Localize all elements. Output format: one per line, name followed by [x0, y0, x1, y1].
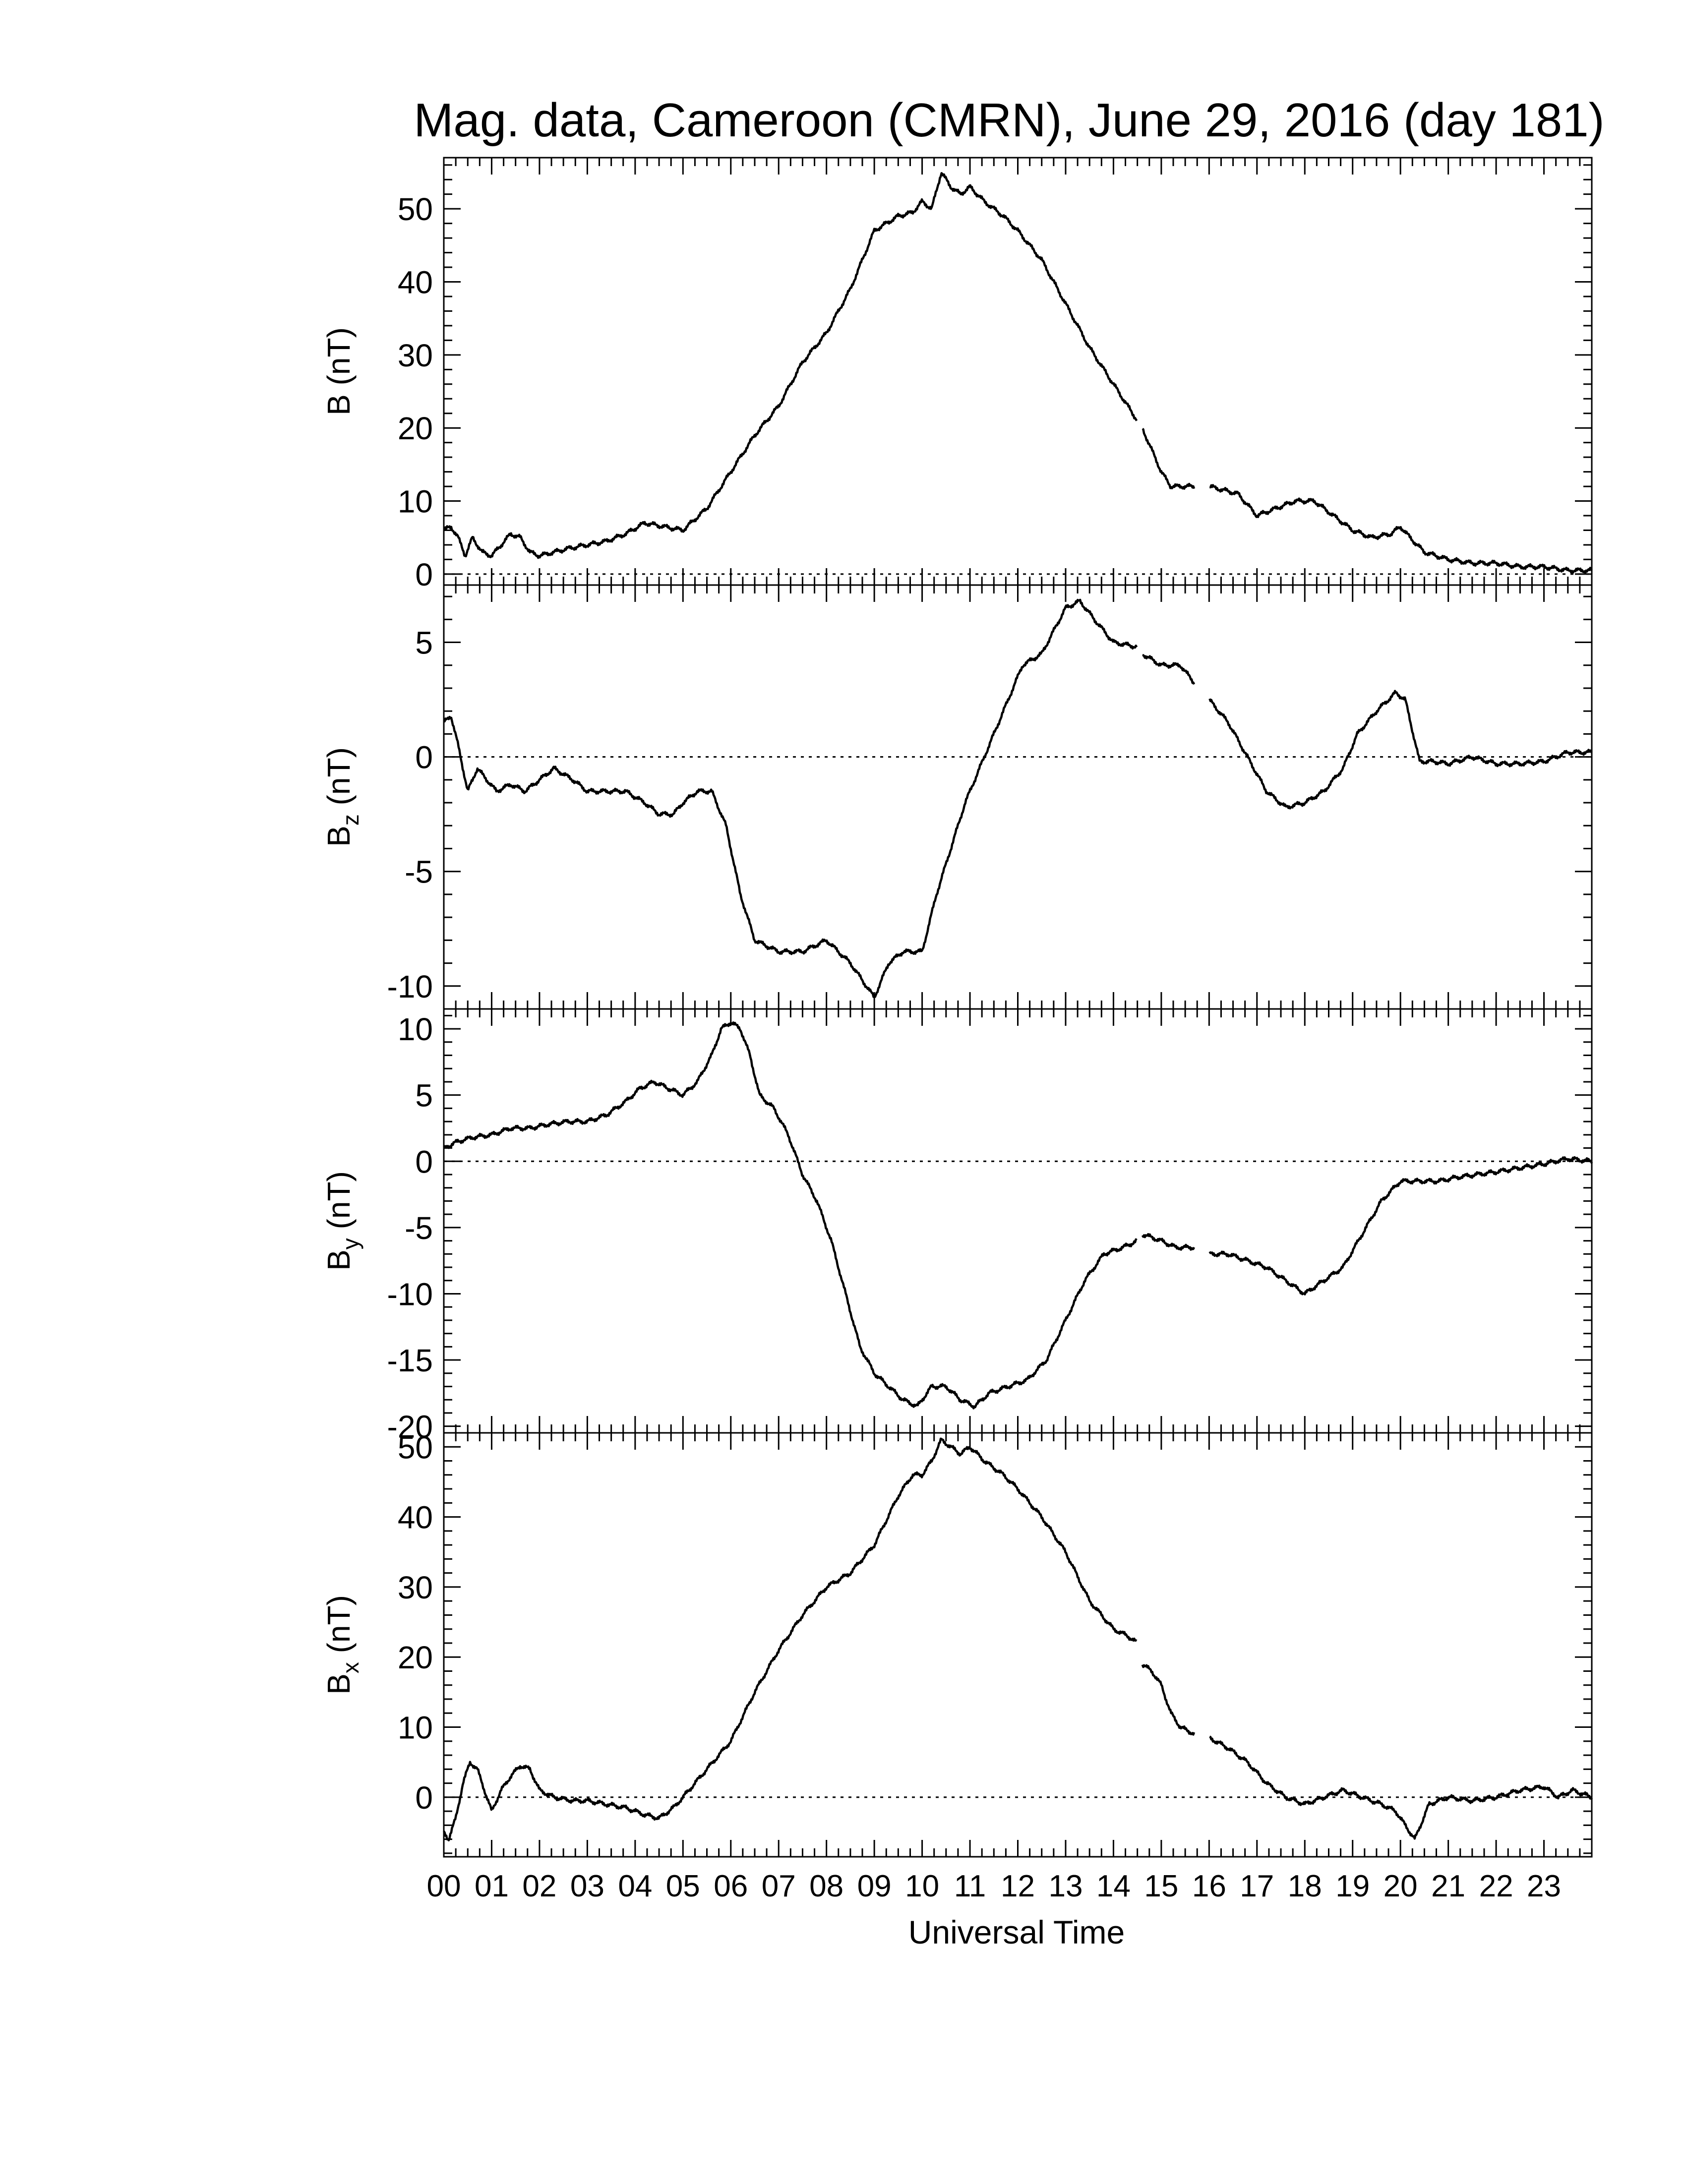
y-label-unit: (nT)	[321, 1595, 357, 1662]
panel-By: -20 -15 -10 -5 0 5 10 By (nT)	[321, 1008, 1593, 1445]
y-axis-label: By (nT)	[321, 1171, 363, 1271]
x-tick-label: 01	[475, 1869, 509, 1903]
x-tick-label: 06	[714, 1869, 748, 1903]
series-line-Bx	[443, 1437, 1593, 1841]
x-axis-label: Universal Time	[908, 1914, 1125, 1950]
x-tick-label: 15	[1144, 1869, 1178, 1903]
y-axis-label: Bz (nT)	[321, 747, 363, 847]
series-line-Bz	[443, 598, 1593, 998]
x-tick-label: 09	[857, 1869, 892, 1903]
y-tick-label: -5	[405, 1210, 433, 1246]
y-tick-label: 40	[398, 264, 433, 300]
x-tick-label: 19	[1335, 1869, 1370, 1903]
y-label-symbol: B	[321, 826, 357, 847]
x-tick-label: 20	[1384, 1869, 1418, 1903]
panel-B: 0 10 20 30 40 50 B (nT)	[321, 157, 1593, 592]
x-tick-label: 11	[954, 1869, 986, 1903]
y-tick-label: 20	[398, 1640, 433, 1675]
y-label-symbol: B	[321, 1673, 357, 1695]
panel-Bz: -10 -5 0 5 Bz (nT)	[321, 584, 1593, 1010]
y-tick-label: -20	[387, 1409, 433, 1445]
y-label-symbol: B	[321, 1249, 357, 1271]
y-label-subscript: z	[338, 814, 363, 826]
y-label-subscript: y	[338, 1238, 363, 1249]
y-axis-label: Bx (nT)	[321, 1595, 363, 1695]
y-axis-label: B (nT)	[321, 327, 357, 415]
y-tick-label: 30	[398, 338, 433, 373]
series-line-B	[443, 172, 1593, 574]
y-tick-label: 0	[415, 740, 433, 775]
x-tick-label: 12	[1001, 1869, 1035, 1903]
chart-title: Mag. data, Cameroon (CMRN), June 29, 201…	[414, 94, 1604, 147]
x-tick-label: 04	[618, 1869, 652, 1903]
x-tick-label: 23	[1527, 1869, 1561, 1903]
y-tick-label: 30	[398, 1570, 433, 1605]
y-label-unit: (nT)	[321, 747, 357, 814]
x-tick-label: 21	[1431, 1869, 1465, 1903]
y-label-unit: (nT)	[321, 327, 357, 394]
y-tick-label: -10	[387, 1276, 433, 1312]
x-tick-label: 18	[1288, 1869, 1322, 1903]
x-tick-label: 02	[522, 1869, 556, 1903]
y-label-symbol: B	[321, 394, 357, 415]
y-tick-label: 0	[415, 1144, 433, 1180]
x-tick-label: 08	[809, 1869, 843, 1903]
x-tick-label: 22	[1479, 1869, 1513, 1903]
x-tick-label: 03	[570, 1869, 604, 1903]
y-tick-label: -10	[387, 969, 433, 1004]
x-tick-label: 00	[427, 1869, 461, 1903]
x-tick-label: 14	[1096, 1869, 1131, 1903]
y-tick-label: -15	[387, 1343, 433, 1378]
series-line-By	[443, 1021, 1593, 1410]
x-tick-label: 13	[1048, 1869, 1083, 1903]
y-tick-label: 50	[398, 191, 433, 227]
x-tick-label: 07	[762, 1869, 796, 1903]
y-tick-label: 20	[398, 411, 433, 446]
y-tick-label: 0	[415, 1780, 433, 1816]
panel-Bx: 0 10 20 30 40 50 Bx (nT)	[321, 1429, 1593, 1858]
y-tick-label: 5	[415, 1078, 433, 1114]
x-tick-label: 05	[666, 1869, 700, 1903]
y-tick-label: 10	[398, 484, 433, 520]
y-tick-label: 50	[398, 1429, 433, 1465]
y-tick-label: 0	[415, 557, 433, 592]
y-tick-label: 10	[398, 1710, 433, 1746]
y-tick-label: 10	[398, 1011, 433, 1047]
x-tick-label: 10	[905, 1869, 939, 1903]
y-tick-label: -5	[405, 854, 433, 890]
y-tick-label: 5	[415, 625, 433, 661]
x-tick-label: 17	[1240, 1869, 1274, 1903]
y-label-unit: (nT)	[321, 1171, 357, 1238]
y-tick-label: 40	[398, 1500, 433, 1535]
y-label-subscript: x	[338, 1662, 363, 1673]
x-tick-label: 16	[1192, 1869, 1226, 1903]
